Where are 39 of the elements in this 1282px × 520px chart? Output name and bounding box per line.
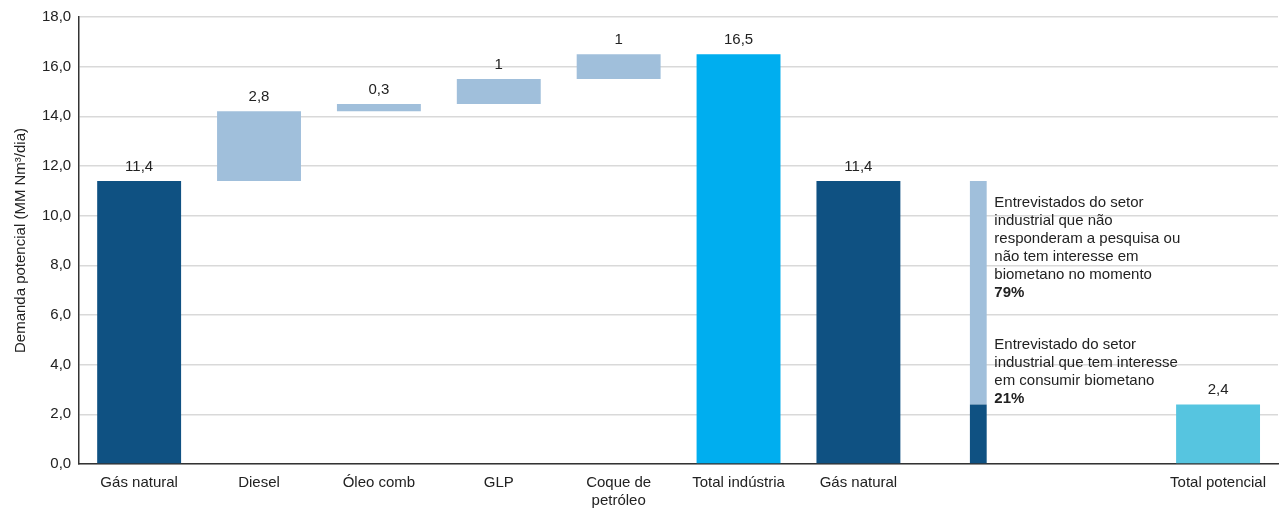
y-tick-label: 2,0 [50,404,72,422]
annotation: 21% [994,388,1025,406]
bar [969,180,987,405]
y-tick-label: 16,0 [41,56,72,74]
data-label: 16,5 [723,29,754,47]
bar [576,54,661,80]
y-tick-label: 10,0 [41,205,72,223]
data-label: 2,8 [248,87,270,105]
x-tick-label: Óleo comb [342,473,416,491]
annotation: Entrevistados do setor industrial que não responderam a pesquisa ou não tem interesse em biometano no momento [994,192,1181,282]
annotation: Entrevistado do setor industrial que tem interesse em consumir biometano [994,334,1178,388]
y-axis-title: Demanda potencial (MM Nm³/dia) [11,127,29,354]
y-tick-label: 8,0 [50,255,72,273]
x-tick-label: GLP [483,473,514,491]
y-tick-label: 6,0 [50,305,72,323]
data-label: 1 [614,29,623,47]
bar [1176,404,1261,464]
bar [456,79,541,104]
y-tick-label: 4,0 [50,354,72,372]
y-tick-label: 14,0 [41,106,72,124]
data-label: 0,3 [368,79,390,97]
bar [696,54,781,464]
annotation: 79% [994,282,1025,300]
data-label: 11,4 [125,156,154,174]
x-tick-label: Coque de petróleo [586,473,652,509]
x-tick-label: Total indústria [692,473,786,491]
y-tick-label: 0,0 [50,454,72,472]
y-tick-label: 18,0 [41,7,72,25]
bar [336,103,421,112]
data-label: 11,4 [844,156,873,174]
bar [969,404,987,464]
x-tick-label: Gás natural [100,473,178,491]
data-label: 2,4 [1207,380,1229,398]
data-label: 1 [494,54,503,72]
x-tick-label: Diesel [238,473,280,491]
x-tick-label: Gás natural [819,473,898,491]
y-tick-label: 12,0 [41,156,72,174]
bar [217,111,301,181]
x-tick-label: Total potencial [1170,473,1267,491]
